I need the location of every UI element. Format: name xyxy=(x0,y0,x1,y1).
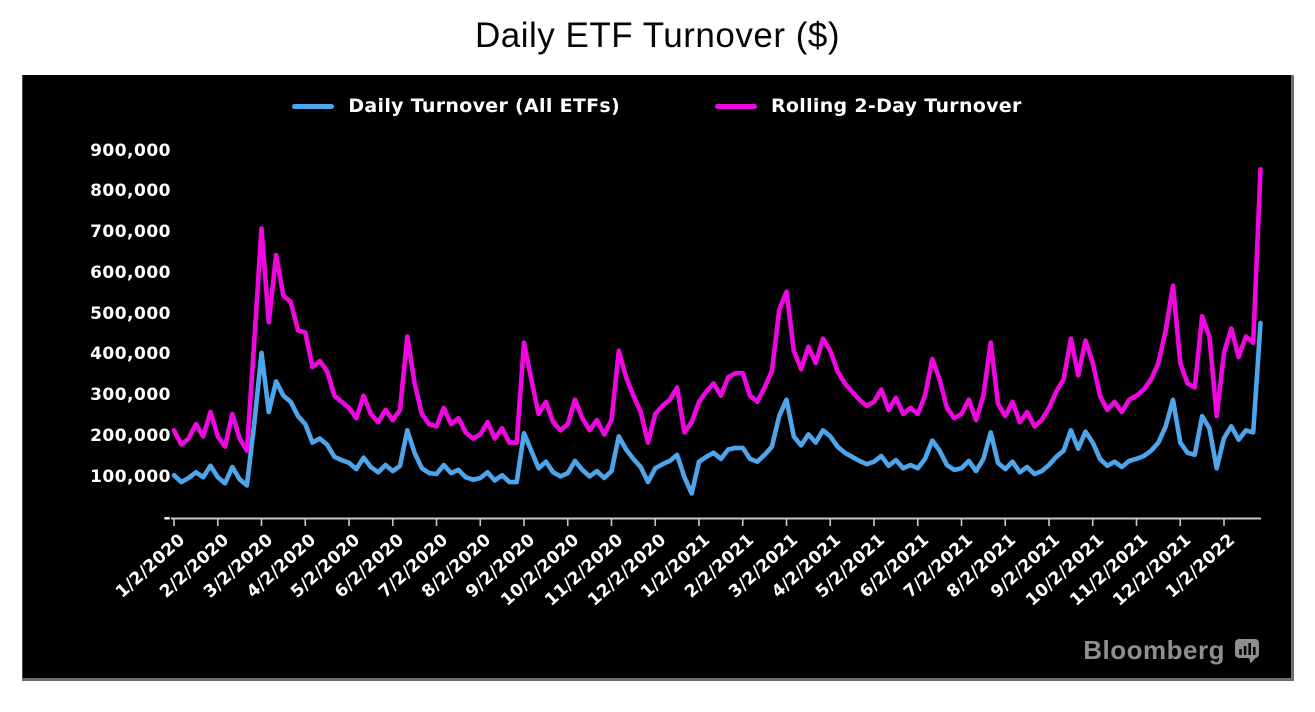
y-axis-label: 200,000 xyxy=(90,425,171,446)
bloomberg-label: Bloomberg xyxy=(1083,635,1225,665)
y-axis-label: 400,000 xyxy=(90,344,171,365)
legend-item-rolling-turnover: Rolling 2-Day Turnover xyxy=(715,95,1022,117)
rolling-2day-turnover-line xyxy=(171,167,1263,454)
legend-line-swatch-blue xyxy=(292,103,335,109)
legend-label-rolling-turnover: Rolling 2-Day Turnover xyxy=(771,95,1022,117)
plot-canvas xyxy=(171,167,1263,526)
y-axis-label: 800,000 xyxy=(90,181,171,202)
bloomberg-bars-icon xyxy=(1235,639,1259,664)
y-axis-label: 900,000 xyxy=(90,140,171,161)
y-axis-label: 500,000 xyxy=(90,303,171,324)
chart-area: Daily Turnover (All ETFs) Rolling 2-Day … xyxy=(22,75,1294,681)
legend-item-daily-turnover: Daily Turnover (All ETFs) xyxy=(292,95,620,117)
y-axis-label: 100,000 xyxy=(90,466,171,487)
chart-title: Daily ETF Turnover ($) xyxy=(475,16,840,55)
y-axis-label: 700,000 xyxy=(90,222,171,243)
x-axis-label-wrap: 1/2/2022 xyxy=(1006,530,1239,602)
legend: Daily Turnover (All ETFs) Rolling 2-Day … xyxy=(23,95,1291,117)
y-axis-label: 600,000 xyxy=(90,262,171,283)
daily-turnover-line xyxy=(171,320,1263,496)
y-axis-label: - xyxy=(163,507,171,528)
y-axis-label: 300,000 xyxy=(90,385,171,406)
bloomberg-watermark: Bloomberg xyxy=(1083,635,1261,666)
legend-line-swatch-magenta xyxy=(715,103,757,109)
legend-label-daily-turnover: Daily Turnover (All ETFs) xyxy=(348,95,620,117)
